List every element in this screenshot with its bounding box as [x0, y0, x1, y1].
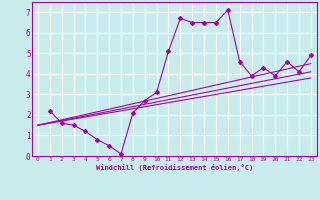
X-axis label: Windchill (Refroidissement éolien,°C): Windchill (Refroidissement éolien,°C): [96, 164, 253, 171]
